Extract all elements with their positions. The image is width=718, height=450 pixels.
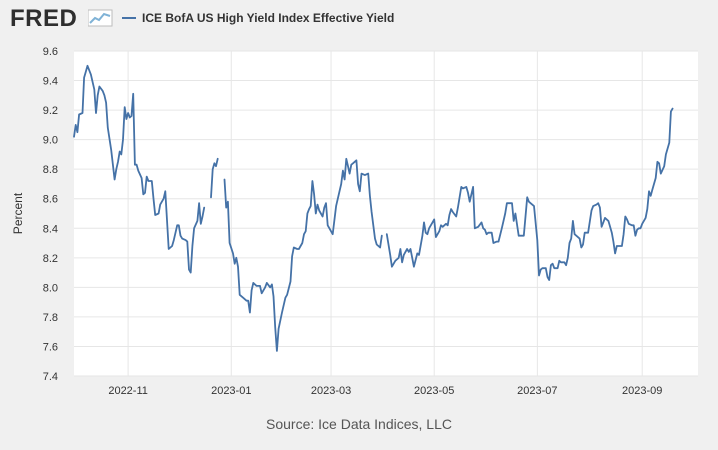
y-axis-title: Percent [11, 192, 25, 234]
y-tick-label: 7.4 [43, 371, 58, 383]
series-line-segment[interactable] [73, 64, 206, 274]
grid-lines [74, 50, 698, 377]
y-tick-label: 9.0 [43, 135, 58, 147]
chart-header: FRED ICE BofA US High Yield Index Effect… [0, 0, 718, 38]
x-tick-label: 2023-07 [517, 385, 557, 397]
y-tick-label: 9.6 [43, 46, 58, 58]
fred-logo[interactable]: FRED [10, 5, 78, 32]
legend[interactable]: ICE BofA US High Yield Index Effective Y… [122, 11, 394, 25]
series-line-segment[interactable] [385, 107, 674, 281]
line-chart-icon [88, 9, 113, 27]
series-line-segment[interactable] [210, 157, 219, 199]
y-tick-label: 9.2 [43, 105, 58, 117]
source-caption: Source: Ice Data Indices, LLC [266, 416, 452, 432]
x-tick-label: 2022-11 [108, 385, 148, 397]
y-axis: 7.4 7.6 7.8 8.0 8.2 8.4 8.6 8.8 9.0 9.2 9.4 9.6 [43, 46, 58, 383]
y-tick-label: 7.6 [43, 341, 58, 353]
series-line-group [73, 64, 674, 352]
x-tick-label: 2023-05 [414, 385, 454, 397]
plot-area [74, 51, 698, 376]
y-tick-label: 8.6 [43, 194, 58, 206]
x-tick-label: 2023-03 [311, 385, 351, 397]
x-tick-label: 2023-09 [622, 385, 662, 397]
y-tick-label: 9.4 [43, 76, 58, 88]
y-tick-label: 8.2 [43, 253, 58, 265]
legend-swatch [122, 17, 136, 19]
y-tick-label: 8.4 [43, 223, 58, 235]
x-axis: 2022-11 2023-01 2023-03 2023-05 2023-07 2023-… [108, 385, 662, 397]
chart-svg[interactable]: 7.4 7.6 7.8 8.0 8.2 8.4 8.6 8.8 9.0 9.2 9.4 9.6 202… [0, 0, 718, 410]
legend-label: ICE BofA US High Yield Index Effective Y… [142, 11, 395, 25]
series-line-segment[interactable] [223, 157, 383, 352]
x-tick-label: 2023-01 [211, 385, 251, 397]
y-tick-label: 8.8 [43, 164, 58, 176]
y-tick-label: 7.8 [43, 312, 58, 324]
y-tick-label: 8.0 [43, 282, 58, 294]
